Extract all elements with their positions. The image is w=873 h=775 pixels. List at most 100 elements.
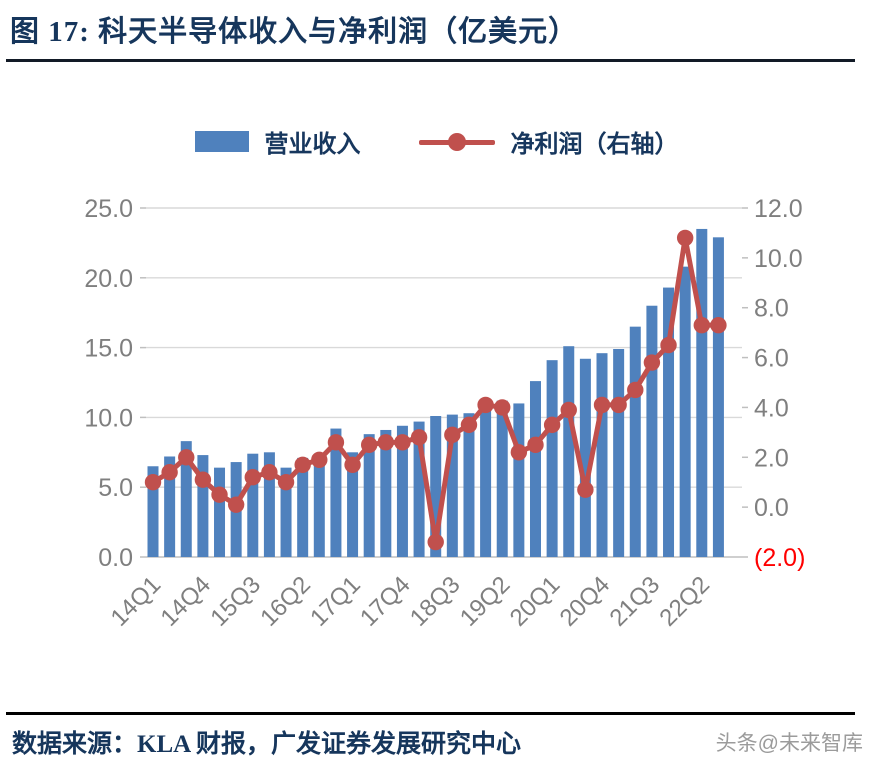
revenue-bar (330, 428, 342, 557)
net-profit-point (161, 464, 178, 481)
net-profit-point (693, 316, 710, 334)
net-profit-point (244, 469, 261, 486)
right-axis-tick-label: (2.0) (754, 544, 805, 572)
right-axis-tick-label: 4.0 (754, 394, 789, 422)
revenue-bar (463, 413, 475, 557)
net-profit-point (294, 456, 311, 473)
net-profit-point (676, 229, 694, 247)
net-profit-point (178, 449, 195, 466)
revenue-bar (396, 425, 408, 557)
revenue-bar (214, 467, 226, 557)
net-profit-point (660, 336, 677, 354)
revenue-swatch-icon (194, 131, 249, 152)
revenue-bar (380, 429, 392, 557)
net-profit-point (227, 496, 245, 513)
legend-item-netprofit: 净利润（右轴） (418, 124, 679, 159)
net-profit-point (327, 434, 345, 451)
legend-revenue-label: 营业收入 (264, 132, 361, 158)
right-axis-tick-label: 8.0 (754, 295, 789, 323)
revenue-netprofit-chart: 25.0 20.0 15.0 10.0 5.0 0.0 12.0 10.0 8.0 6.0 4.0 2… (84, 195, 805, 632)
x-axis-tick-label: 21Q3 (605, 571, 666, 632)
left-axis-tick-label: 0.0 (98, 544, 133, 572)
net-profit-point (194, 471, 212, 488)
net-profit-point (577, 481, 594, 498)
x-axis-tick-label: 17Q1 (305, 571, 366, 632)
net-profit-point (627, 381, 644, 399)
right-axis-tick-label: 0.0 (754, 494, 789, 522)
revenue-bar (563, 346, 575, 557)
net-profit-point (543, 416, 561, 434)
x-axis-tick-label: 16Q2 (255, 571, 316, 632)
x-axis-tick-label: 20Q4 (555, 571, 616, 632)
revenue-bar (263, 452, 275, 557)
left-axis-tick-label: 20.0 (84, 265, 133, 293)
revenue-bar (480, 404, 492, 557)
left-axis-tick-label: 5.0 (98, 474, 133, 502)
x-axis-tick-label: 15Q3 (205, 571, 266, 632)
net-profit-point (427, 533, 444, 551)
revenue-bar (347, 452, 359, 557)
revenue-bar (663, 287, 675, 557)
revenue-bar (596, 353, 608, 557)
title-divider (6, 59, 855, 62)
net-profit-point (344, 456, 361, 473)
net-profit-point (494, 399, 511, 416)
net-profit-point (593, 396, 611, 414)
right-axis-tick-label: 2.0 (754, 444, 789, 472)
net-profit-point (643, 354, 661, 371)
legend-netprofit-label: 净利润（右轴） (510, 132, 679, 158)
revenue-bar (313, 457, 325, 557)
x-axis-tick-label: 18Q3 (405, 571, 466, 632)
x-axis-tick-label: 20Q1 (505, 571, 566, 632)
net-profit-point (311, 451, 328, 468)
legend-item-revenue: 营业收入 (194, 124, 361, 159)
net-profit-point (560, 401, 577, 419)
left-axis-tick-label: 15.0 (84, 335, 133, 363)
net-profit-point (477, 396, 494, 414)
revenue-bar (197, 455, 209, 557)
revenue-bar (613, 348, 625, 557)
x-axis-tick-label: 17Q4 (355, 571, 416, 632)
left-axis-tick-label: 25.0 (84, 195, 133, 223)
x-axis-tick-label: 14Q1 (106, 571, 167, 632)
right-axis-tick-label: 10.0 (754, 245, 803, 273)
net-profit-point (144, 474, 162, 491)
net-profit-point (610, 396, 627, 414)
revenue-bar (180, 441, 192, 557)
figure-title: 图 17: 科天半导体收入与净利润（亿美元） (10, 16, 579, 48)
net-profit-point (444, 426, 461, 444)
revenue-bar (679, 266, 691, 557)
x-axis-tick-label: 22Q2 (654, 571, 715, 632)
revenue-bar (280, 467, 292, 557)
revenue-bar (646, 305, 658, 557)
revenue-bar (629, 326, 641, 557)
revenue-bar (712, 237, 724, 558)
net-profit-point (261, 464, 278, 481)
net-profit-point (710, 316, 727, 334)
revenue-bar (529, 381, 541, 557)
left-axis-tick-label: 10.0 (84, 404, 133, 432)
x-axis-tick-label: 19Q2 (455, 571, 516, 632)
net-profit-point (460, 416, 478, 434)
net-profit-point (211, 486, 228, 503)
chart-legend: 营业收入 净利润（右轴） (0, 124, 873, 159)
revenue-bar (496, 400, 508, 557)
revenue-bar (147, 466, 159, 557)
right-axis-tick-label: 6.0 (754, 345, 789, 373)
netprofit-swatch-icon (418, 132, 495, 152)
revenue-bar (164, 456, 176, 557)
net-profit-point (277, 474, 295, 491)
net-profit-point (377, 434, 395, 451)
revenue-bar (446, 414, 458, 557)
bottom-divider (6, 712, 855, 715)
net-profit-point (527, 436, 544, 454)
revenue-bar (247, 453, 259, 557)
right-axis-tick-label: 12.0 (754, 195, 803, 223)
net-profit-point (410, 429, 428, 446)
revenue-bar (413, 421, 425, 557)
net-profit-point (360, 436, 378, 454)
revenue-bar (513, 403, 525, 557)
revenue-bar (363, 434, 375, 557)
revenue-bar (297, 457, 309, 557)
net-profit-point (394, 434, 411, 451)
